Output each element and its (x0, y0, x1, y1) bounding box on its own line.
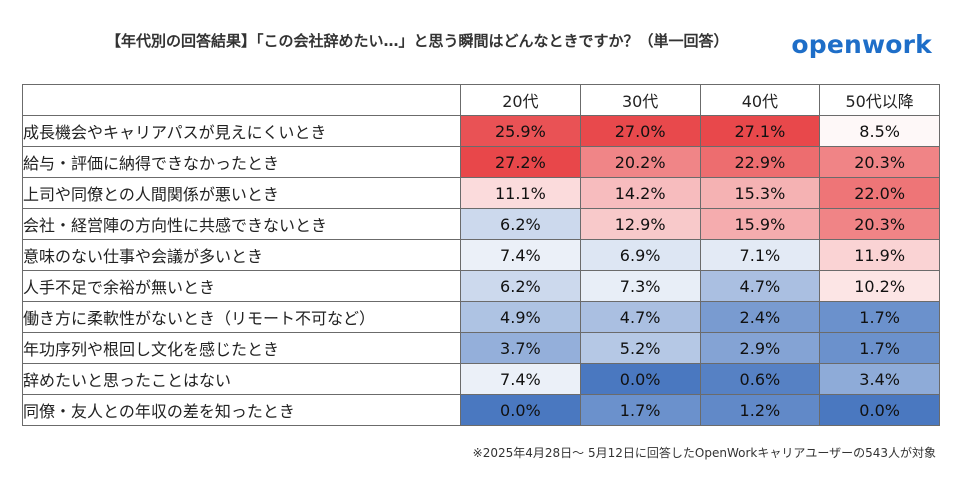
heatmap-cell: 3.7% (460, 332, 581, 364)
footnote: ※2025年4月28日～ 5月12日に回答したOpenWorkキャリアユーザーの… (472, 446, 936, 460)
heatmap-cell: 20.3% (819, 146, 940, 178)
heatmap-cell: 20.2% (579, 146, 701, 178)
heatmap-cell: 7.4% (460, 239, 581, 271)
table-row: 意味のない仕事や会議が多いとき 7.4% 6.9% 7.1% 11.9% (22, 239, 940, 271)
heatmap-cell: 5.2% (579, 332, 701, 364)
row-label: 人手不足で余裕が無いとき (22, 270, 461, 302)
heatmap-cell: 22.9% (699, 146, 821, 178)
row-label: 同僚・友人との年収の差を知ったとき (22, 394, 461, 426)
heatmap-cell: 2.9% (699, 332, 821, 364)
heatmap-cell: 4.7% (579, 301, 701, 333)
table-row: 成長機会やキャリアパスが見えにくいとき 25.9% 27.0% 27.1% 8.5% (22, 115, 940, 147)
corner-cell (22, 84, 461, 116)
table-row: 給与・評価に納得できなかったとき 27.2% 20.2% 22.9% 20.3% (22, 146, 940, 178)
column-header-20s: 20代 (460, 84, 581, 116)
heatmap-cell: 27.2% (460, 146, 581, 178)
heatmap-cell: 1.7% (819, 301, 940, 333)
heatmap-cell: 7.3% (579, 270, 701, 302)
heatmap-cell: 1.2% (699, 394, 821, 426)
column-header-40s: 40代 (699, 84, 821, 116)
heatmap-cell: 0.6% (699, 363, 821, 395)
openwork-logo: openwork (791, 30, 932, 59)
heatmap-cell: 6.2% (460, 208, 581, 240)
heatmap-cell: 15.9% (699, 208, 821, 240)
heatmap-cell: 0.0% (579, 363, 701, 395)
row-label: 意味のない仕事や会議が多いとき (22, 239, 461, 271)
heatmap-cell: 0.0% (460, 394, 581, 426)
heatmap-cell: 22.0% (819, 177, 940, 209)
heatmap-cell: 27.0% (579, 115, 701, 147)
row-label: 働き方に柔軟性がないとき（リモート不可など） (22, 301, 461, 333)
heatmap-cell: 1.7% (579, 394, 701, 426)
heatmap-cell: 27.1% (699, 115, 821, 147)
row-label: 成長機会やキャリアパスが見えにくいとき (22, 115, 461, 147)
heatmap-cell: 4.9% (460, 301, 581, 333)
table-row: 会社・経営陣の方向性に共感できないとき 6.2% 12.9% 15.9% 20.3% (22, 208, 940, 240)
row-label: 給与・評価に納得できなかったとき (22, 146, 461, 178)
heatmap-cell: 7.1% (699, 239, 821, 271)
heatmap-cell: 11.1% (460, 177, 581, 209)
heatmap-cell: 10.2% (819, 270, 940, 302)
heatmap-cell: 2.4% (699, 301, 821, 333)
heatmap-cell: 0.0% (819, 394, 940, 426)
heatmap-table: 20代 30代 40代 50代以降 成長機会やキャリアパスが見えにくいとき 25.… (22, 84, 940, 426)
heatmap-cell: 3.4% (819, 363, 940, 395)
column-header-50s-plus: 50代以降 (819, 84, 940, 116)
row-label: 会社・経営陣の方向性に共感できないとき (22, 208, 461, 240)
row-label: 辞めたいと思ったことはない (22, 363, 461, 395)
table-row: 人手不足で余裕が無いとき 6.2% 7.3% 4.7% 10.2% (22, 270, 940, 302)
heatmap-cell: 6.9% (579, 239, 701, 271)
heatmap-body: 成長機会やキャリアパスが見えにくいとき 25.9% 27.0% 27.1% 8.5% 給与… (22, 115, 940, 426)
heatmap-cell: 6.2% (460, 270, 581, 302)
row-label: 年功序列や根回し文化を感じたとき (22, 332, 461, 364)
heatmap-cell: 25.9% (460, 115, 581, 147)
row-label: 上司や同僚との人間関係が悪いとき (22, 177, 461, 209)
heatmap-cell: 14.2% (579, 177, 701, 209)
heatmap-cell: 12.9% (579, 208, 701, 240)
table-row: 上司や同僚との人間関係が悪いとき 11.1% 14.2% 15.3% 22.0% (22, 177, 940, 209)
table-row: 辞めたいと思ったことはない 7.4% 0.0% 0.6% 3.4% (22, 363, 940, 395)
table-row: 働き方に柔軟性がないとき（リモート不可など） 4.9% 4.7% 2.4% 1.7% (22, 301, 940, 333)
header-row: 20代 30代 40代 50代以降 (22, 84, 940, 116)
heatmap-cell: 8.5% (819, 115, 940, 147)
heatmap-cell: 15.3% (699, 177, 821, 209)
heatmap-cell: 20.3% (819, 208, 940, 240)
table-row: 同僚・友人との年収の差を知ったとき 0.0% 1.7% 1.2% 0.0% (22, 394, 940, 426)
table-row: 年功序列や根回し文化を感じたとき 3.7% 5.2% 2.9% 1.7% (22, 332, 940, 364)
heatmap-cell: 1.7% (819, 332, 940, 364)
heatmap-cell: 7.4% (460, 363, 581, 395)
heatmap-cell: 4.7% (699, 270, 821, 302)
heatmap-cell: 11.9% (819, 239, 940, 271)
column-header-30s: 30代 (579, 84, 701, 116)
chart-title: 【年代別の回答結果】「この会社辞めたい…」と思う瞬間はどんなときですか？（単一回… (106, 32, 729, 50)
